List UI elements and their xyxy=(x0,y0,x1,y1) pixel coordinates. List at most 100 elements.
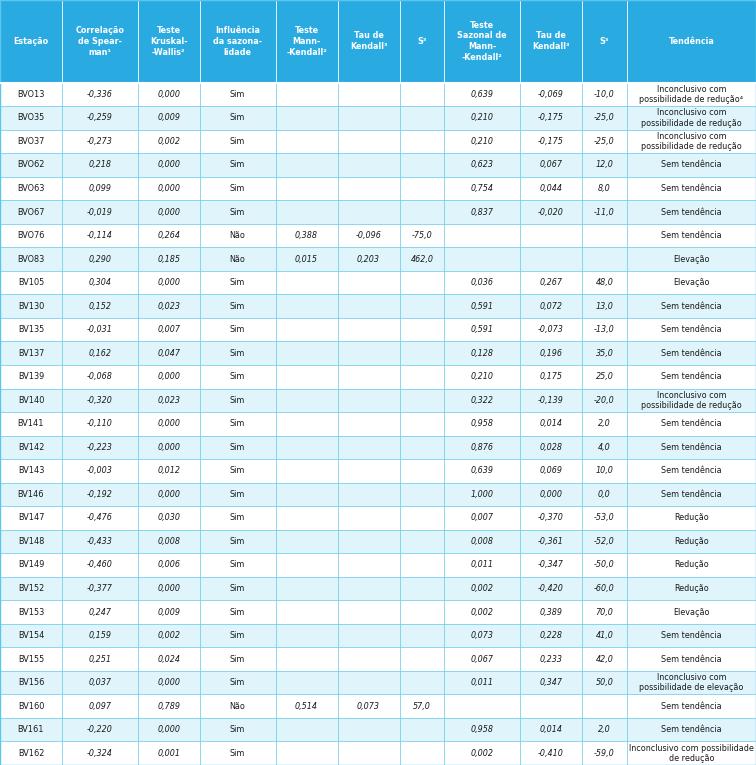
Bar xyxy=(62,577,138,601)
Bar xyxy=(520,412,582,435)
Text: -25,0: -25,0 xyxy=(594,137,615,146)
Text: 0,639: 0,639 xyxy=(471,467,494,475)
Bar xyxy=(200,341,275,365)
Text: BV146: BV146 xyxy=(17,490,45,499)
Bar xyxy=(582,647,627,671)
Text: -13,0: -13,0 xyxy=(594,325,615,334)
Bar xyxy=(627,459,756,483)
Text: 0,000: 0,000 xyxy=(157,184,180,193)
Text: Sim: Sim xyxy=(230,301,246,311)
Bar xyxy=(0,623,62,647)
Bar xyxy=(520,435,582,459)
Text: 0,264: 0,264 xyxy=(157,231,180,240)
Bar xyxy=(627,553,756,577)
Bar xyxy=(399,435,445,459)
Text: 0,175: 0,175 xyxy=(540,373,562,381)
Bar xyxy=(0,483,62,506)
Text: -0,192: -0,192 xyxy=(87,490,113,499)
Bar xyxy=(399,718,445,741)
Text: 0,015: 0,015 xyxy=(295,255,318,264)
Bar xyxy=(0,553,62,577)
Bar xyxy=(582,295,627,318)
Bar xyxy=(138,506,200,529)
Text: Sim: Sim xyxy=(230,537,246,546)
Bar xyxy=(627,412,756,435)
Text: BVO76: BVO76 xyxy=(17,231,45,240)
Bar xyxy=(337,601,399,623)
Text: -11,0: -11,0 xyxy=(594,207,615,216)
Bar xyxy=(0,389,62,412)
Bar xyxy=(275,200,337,224)
Bar xyxy=(520,389,582,412)
Bar xyxy=(582,435,627,459)
Bar xyxy=(337,318,399,341)
Text: 0,000: 0,000 xyxy=(157,278,180,287)
Text: Não: Não xyxy=(230,255,246,264)
Text: Sem tendência: Sem tendência xyxy=(661,490,722,499)
Text: 0,002: 0,002 xyxy=(157,137,180,146)
Bar xyxy=(582,318,627,341)
Text: Correlação
de Spear-
man¹: Correlação de Spear- man¹ xyxy=(76,26,124,57)
Text: 0,008: 0,008 xyxy=(471,537,494,546)
Text: 12,0: 12,0 xyxy=(596,161,613,170)
Text: 0,011: 0,011 xyxy=(471,678,494,687)
Text: -0,175: -0,175 xyxy=(538,137,564,146)
Bar xyxy=(138,200,200,224)
Bar xyxy=(399,271,445,295)
Bar xyxy=(200,577,275,601)
Text: 0,233: 0,233 xyxy=(540,655,562,663)
Bar xyxy=(0,341,62,365)
Bar xyxy=(200,412,275,435)
Bar xyxy=(200,0,275,83)
Bar xyxy=(337,529,399,553)
Text: Sem tendência: Sem tendência xyxy=(661,467,722,475)
Bar xyxy=(275,153,337,177)
Bar xyxy=(200,601,275,623)
Bar xyxy=(62,0,138,83)
Bar xyxy=(337,483,399,506)
Bar xyxy=(520,83,582,106)
Text: 0,009: 0,009 xyxy=(157,113,180,122)
Bar xyxy=(138,483,200,506)
Bar xyxy=(337,412,399,435)
Bar xyxy=(445,553,520,577)
Text: 0,008: 0,008 xyxy=(157,537,180,546)
Bar xyxy=(200,224,275,247)
Bar xyxy=(62,224,138,247)
Bar xyxy=(200,718,275,741)
Bar xyxy=(520,577,582,601)
Bar xyxy=(399,341,445,365)
Bar xyxy=(399,412,445,435)
Bar xyxy=(445,83,520,106)
Bar xyxy=(520,741,582,765)
Text: 0,347: 0,347 xyxy=(540,678,562,687)
Bar xyxy=(0,671,62,695)
Text: -0,020: -0,020 xyxy=(538,207,564,216)
Bar xyxy=(200,553,275,577)
Bar xyxy=(275,671,337,695)
Bar xyxy=(0,106,62,130)
Text: 0,069: 0,069 xyxy=(540,467,562,475)
Bar xyxy=(0,83,62,106)
Bar xyxy=(337,177,399,200)
Bar xyxy=(275,577,337,601)
Text: 0,023: 0,023 xyxy=(157,301,180,311)
Bar xyxy=(337,671,399,695)
Bar xyxy=(582,200,627,224)
Bar xyxy=(0,247,62,271)
Bar xyxy=(200,741,275,765)
Text: 0,001: 0,001 xyxy=(157,749,180,758)
Text: Tendência: Tendência xyxy=(668,37,714,46)
Bar xyxy=(627,295,756,318)
Text: 50,0: 50,0 xyxy=(596,678,613,687)
Text: BVO67: BVO67 xyxy=(17,207,45,216)
Bar xyxy=(399,459,445,483)
Bar xyxy=(445,601,520,623)
Text: Inconclusivo com
possibilidade de redução: Inconclusivo com possibilidade de reduçã… xyxy=(641,132,742,151)
Text: 0,002: 0,002 xyxy=(471,607,494,617)
Text: Sim: Sim xyxy=(230,678,246,687)
Text: 0,072: 0,072 xyxy=(540,301,562,311)
Bar xyxy=(337,577,399,601)
Text: -0,476: -0,476 xyxy=(87,513,113,522)
Bar xyxy=(627,318,756,341)
